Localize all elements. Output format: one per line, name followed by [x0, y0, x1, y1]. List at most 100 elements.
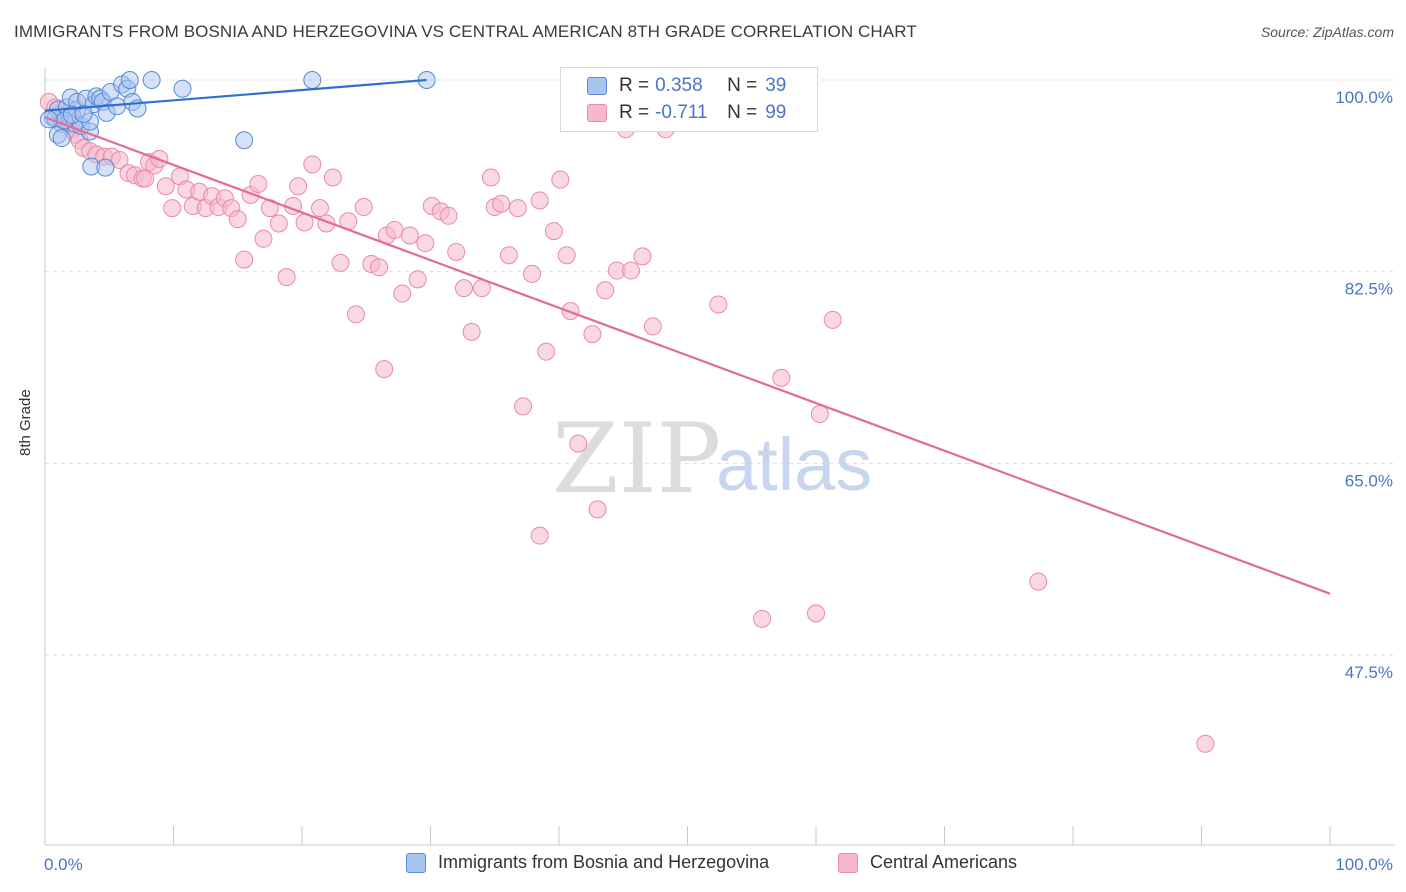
data-point-central-americans — [375, 360, 394, 379]
legend-label: Central Americans — [870, 852, 1018, 872]
x-tick-label: 100.0% — [1335, 855, 1393, 874]
data-point-central-americans — [408, 270, 427, 289]
data-point-central-americans — [136, 169, 155, 188]
data-point-central-americans — [393, 284, 412, 303]
chart-title: IMMIGRANTS FROM BOSNIA AND HERZEGOVINA V… — [14, 22, 917, 41]
legend-swatch-blue — [406, 852, 426, 873]
data-point-central-americans — [523, 264, 542, 283]
data-point-central-americans — [588, 500, 607, 519]
data-point-central-americans — [163, 199, 182, 218]
data-point-central-americans — [514, 397, 533, 416]
legend-row-central-americans: R = -0.711 N = 99 — [587, 101, 786, 125]
data-point-central-americans — [323, 168, 342, 187]
legend-item-central-americans[interactable]: Central Americans — [838, 852, 1017, 873]
data-point-central-americans — [709, 295, 728, 314]
data-point-central-americans — [346, 305, 365, 324]
legend-r-value: 0.358 — [655, 75, 703, 96]
data-point-central-americans — [235, 250, 254, 269]
data-point-central-americans — [544, 222, 563, 241]
data-point-central-americans — [331, 253, 350, 272]
trend-lines — [44, 78, 1331, 595]
data-point-central-americans — [447, 242, 466, 261]
legend-n-key: N = — [727, 102, 758, 123]
data-point-central-americans — [583, 325, 602, 344]
data-point-central-americans — [1029, 572, 1048, 591]
data-point-central-americans — [508, 199, 527, 218]
data-point-central-americans — [303, 155, 322, 174]
legend-swatch-pink — [587, 104, 607, 122]
data-point-bosnia — [142, 71, 161, 89]
data-point-central-americans — [499, 246, 518, 265]
x-tick-label: 0.0% — [44, 855, 83, 874]
data-point-central-americans — [400, 226, 419, 245]
data-point-central-americans — [633, 247, 652, 266]
data-point-central-americans — [439, 206, 458, 225]
legend-n-value: 99 — [765, 102, 787, 123]
data-point-central-americans — [530, 526, 549, 545]
legend-item-bosnia[interactable]: Immigrants from Bosnia and Herzegovina — [406, 852, 769, 873]
data-point-central-americans — [557, 246, 576, 265]
data-point-bosnia — [120, 71, 139, 89]
data-point-central-americans — [551, 170, 570, 189]
legend-series: Immigrants from Bosnia and Herzegovina C… — [0, 852, 1406, 876]
data-point-bosnia — [96, 158, 115, 177]
data-point-central-americans — [810, 405, 829, 424]
y-axis-label: 8th Grade — [17, 389, 34, 456]
data-point-central-americans — [492, 194, 511, 213]
data-point-central-americans — [807, 604, 825, 623]
data-point-central-americans — [385, 221, 404, 240]
y-tick-label: 82.5% — [1345, 280, 1393, 299]
data-point-bosnia — [235, 131, 254, 150]
data-point-central-americans — [823, 310, 842, 329]
data-point-central-americans — [354, 198, 373, 217]
watermark-zip: ZIP — [552, 403, 721, 515]
y-tick-label: 47.5% — [1345, 663, 1393, 682]
data-point-central-americans — [254, 229, 273, 248]
legend-label: Immigrants from Bosnia and Herzegovina — [438, 852, 770, 872]
data-point-central-americans — [481, 168, 500, 187]
y-tick-label: 65.0% — [1345, 471, 1393, 490]
trend-line-bosnia — [44, 78, 427, 112]
data-point-central-americans — [269, 214, 288, 233]
data-point-bosnia — [74, 104, 93, 123]
data-point-central-americans — [156, 177, 175, 196]
data-point-central-americans — [454, 279, 473, 298]
data-point-central-americans — [228, 210, 247, 229]
watermark: ZIP atlas — [552, 403, 872, 515]
data-point-central-americans — [772, 368, 791, 387]
data-point-central-americans — [249, 175, 268, 194]
data-point-central-americans — [643, 317, 662, 336]
data-point-central-americans — [416, 234, 435, 253]
watermark-atlas: atlas — [716, 423, 872, 506]
data-point-central-americans — [530, 191, 549, 210]
legend-r-value: -0.711 — [655, 102, 708, 123]
chart-source: Source: ZipAtlas.com — [1260, 24, 1394, 40]
legend-n-key: N = — [727, 75, 758, 96]
axes — [44, 68, 1395, 846]
y-tick-label: 100.0% — [1335, 88, 1393, 107]
legend-n-value: 39 — [765, 75, 787, 96]
data-point-central-americans — [277, 268, 296, 287]
data-point-central-americans — [537, 342, 556, 361]
data-point-central-americans — [310, 199, 329, 218]
legend-stats: R = 0.358 N = 39 R = -0.711 N = 99 — [560, 67, 818, 132]
data-point-central-americans — [621, 261, 640, 280]
data-point-bosnia — [52, 129, 71, 148]
tick-labels: 100.0% 82.5% 65.0% 47.5% 0.0% 100.0% — [44, 88, 1393, 874]
data-point-central-americans — [462, 322, 481, 341]
data-point-central-americans — [596, 281, 615, 300]
series-central-americans — [39, 92, 1215, 753]
data-point-bosnia — [303, 71, 322, 89]
data-point-central-americans — [1196, 734, 1215, 753]
trend-line-central-americans — [44, 116, 1331, 595]
legend-r-key: R = — [619, 75, 650, 96]
data-point-bosnia — [173, 79, 192, 98]
legend-r-key: R = — [619, 102, 650, 123]
legend-swatch-blue — [587, 77, 607, 95]
data-point-central-americans — [110, 150, 129, 169]
data-point-central-americans — [289, 177, 308, 196]
legend-swatch-pink — [838, 852, 858, 873]
data-point-central-americans — [753, 609, 772, 628]
legend-row-bosnia: R = 0.358 N = 39 — [587, 74, 786, 98]
